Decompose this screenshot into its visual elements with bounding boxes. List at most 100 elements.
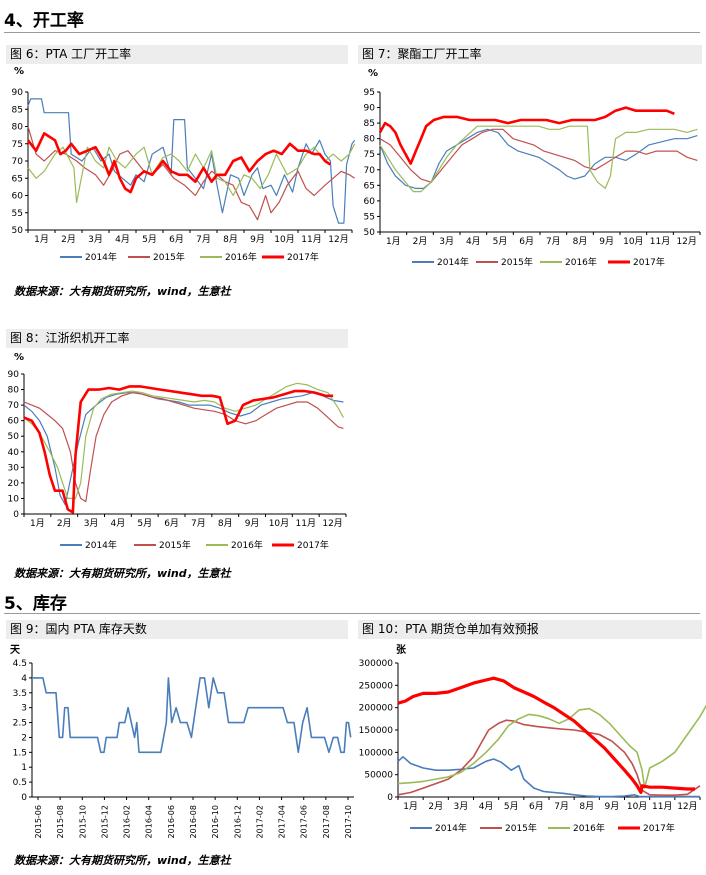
x-tick-label: 11月 — [652, 801, 672, 812]
legend-label: 2016年 — [565, 256, 597, 268]
y-tick-label: 0 — [13, 510, 19, 520]
series-line-2015年 — [397, 719, 701, 796]
x-tick-label: 6月 — [169, 234, 184, 245]
section-heading-inventory: 5、库存 — [4, 594, 67, 614]
x-tick-label: 3月 — [84, 518, 99, 529]
y-tick-label: 95 — [364, 88, 375, 98]
fig7-title: 图 7：聚酯工厂开工率 — [358, 45, 702, 64]
x-tick-label: 10月 — [623, 236, 643, 247]
y-tick-label: 50 — [364, 228, 376, 238]
x-tick-label: 3月 — [454, 801, 469, 812]
x-tick-label: 5月 — [137, 518, 152, 529]
x-tick-label: 2月 — [61, 234, 76, 245]
y-tick-label: 50 — [12, 226, 24, 236]
x-tick-label: 5月 — [504, 801, 519, 812]
x-tick-label: 11月 — [301, 234, 321, 245]
x-tick-label: 2016-02 — [123, 805, 132, 838]
x-tick-label: 2016-10 — [211, 805, 220, 838]
legend-label: 2015年 — [505, 822, 537, 834]
y-tick-label: 70 — [8, 401, 20, 411]
x-tick-label: 4月 — [111, 518, 126, 529]
x-tick-label: 10月 — [627, 801, 647, 812]
x-tick-label: 12月 — [322, 518, 342, 529]
x-tick-label: 2017-04 — [278, 805, 287, 838]
legend-label: 2016年 — [225, 251, 257, 263]
x-tick-label: 2015-06 — [34, 805, 43, 838]
series-line-2014年 — [379, 128, 698, 189]
section-divider — [4, 32, 700, 33]
source-note-3: 数据来源：大有期货研究所，wind，生意社 — [14, 854, 231, 867]
x-tick-label: 2015-08 — [56, 805, 65, 838]
y-tick-label: 200000 — [359, 704, 394, 714]
fig9-title: 图 9：国内 PTA 库存天数 — [6, 620, 348, 639]
x-tick-label: 7月 — [554, 801, 569, 812]
x-tick-label: 12月 — [328, 234, 348, 245]
x-tick-label: 6月 — [519, 236, 534, 247]
series-line-2017年 — [26, 132, 332, 194]
x-tick-label: 9月 — [250, 234, 265, 245]
x-tick-label: 7月 — [196, 234, 211, 245]
x-tick-label: 2015-10 — [78, 805, 87, 838]
x-tick-label: 5月 — [142, 234, 157, 245]
x-tick-label: 7月 — [546, 236, 561, 247]
y-tick-label: 90 — [12, 88, 24, 98]
series-line-2014年 — [23, 392, 344, 506]
legend-label: 2017年 — [297, 539, 329, 551]
y-tick-label: 0 — [21, 793, 27, 803]
legend-label: 2017年 — [287, 251, 319, 263]
x-tick-label: 1月 — [30, 518, 45, 529]
y-tick-label: 65 — [364, 181, 375, 191]
x-tick-label: 10月 — [269, 518, 289, 529]
y-tick-label: 60 — [12, 192, 24, 202]
x-tick-label: 2017-06 — [300, 805, 309, 838]
x-tick-label: 2016-12 — [233, 805, 242, 838]
y-tick-label: 1 — [21, 763, 27, 773]
x-tick-label: 2月 — [428, 801, 443, 812]
x-tick-label: 2015-12 — [100, 805, 109, 838]
x-tick-label: 12月 — [677, 801, 697, 812]
section-divider — [4, 613, 700, 614]
y-tick-label: 70 — [364, 166, 376, 176]
legend-label: 2014年 — [435, 822, 467, 834]
legend-label: 2017年 — [633, 256, 665, 268]
y-tick-label: 2 — [21, 733, 27, 743]
section-heading-operating-rate: 4、开工率 — [4, 11, 84, 31]
y-tick-label: 250000 — [359, 681, 394, 691]
x-tick-label: 3月 — [439, 236, 454, 247]
x-tick-label: 8月 — [223, 234, 238, 245]
x-tick-label: 1月 — [403, 801, 418, 812]
y-tick-label: 90 — [8, 370, 20, 380]
legend-label: 2015年 — [153, 251, 185, 263]
x-tick-label: 1月 — [386, 236, 401, 247]
y-tick-label: 85 — [364, 119, 375, 129]
x-tick-label: 9月 — [605, 801, 620, 812]
legend-label: 2015年 — [501, 256, 533, 268]
x-tick-label: 4月 — [466, 236, 481, 247]
y-tick-label: 55 — [12, 209, 23, 219]
x-tick-label: 7月 — [191, 518, 206, 529]
series-line-2015年 — [27, 126, 356, 221]
series-line-2015年 — [379, 128, 698, 183]
y-tick-label: 50 — [8, 432, 20, 442]
y-tick-label: 4 — [21, 674, 27, 684]
fig10-title: 图 10：PTA 期货仓单加有效预报 — [358, 620, 702, 639]
x-tick-label: 4月 — [479, 801, 494, 812]
series-line-2017年 — [397, 676, 695, 795]
y-tick-label: 50000 — [364, 771, 393, 781]
y-tick-label: 0 — [387, 793, 393, 803]
y-tick-label: 60 — [8, 417, 20, 427]
y-tick-label: 70 — [12, 157, 24, 167]
x-tick-label: 2017-08 — [322, 805, 331, 838]
y-tick-label: 10 — [8, 494, 20, 504]
y-tick-label: 65 — [12, 174, 23, 184]
series-line-2016年 — [379, 125, 698, 193]
fig8-chart: % 90 80 70 60 50 40 30 20 10 0 1月 2月 3月 4月 5月 6月 7月 8月 9月 10… — [8, 352, 347, 551]
series-line-2017年 — [378, 106, 675, 165]
x-tick-label: 8月 — [218, 518, 233, 529]
y-tick-label: 90 — [364, 104, 376, 114]
y-tick-label: 40 — [8, 448, 20, 458]
legend-label: 2014年 — [85, 251, 117, 263]
y-tick-label: 80 — [12, 123, 24, 133]
x-tick-label: 9月 — [245, 518, 260, 529]
